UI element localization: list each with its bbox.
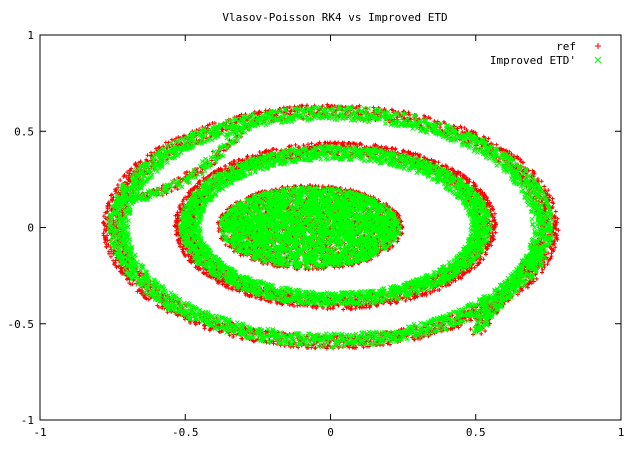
series-1 (106, 104, 555, 350)
axis-ticks: -1 -0.5 0 0.5 1 -1 -0.5 0 0.5 1 (8, 29, 625, 439)
x-tick-label: -0.5 (172, 426, 199, 439)
x-tick-label: 0.5 (466, 426, 486, 439)
chart-title: Vlasov-Poisson RK4 vs Improved ETD (222, 11, 447, 24)
y-tick-label: 0 (27, 222, 34, 235)
y-tick-label: -0.5 (8, 318, 35, 331)
y-tick-label: 0.5 (14, 125, 34, 138)
y-tick-label: -1 (21, 414, 34, 427)
legend-marker-0 (595, 43, 601, 49)
plot-area (101, 102, 561, 351)
legend: ref Improved ETD' (490, 40, 602, 67)
x-tick-label: 1 (618, 426, 625, 439)
y-tick-label: 1 (27, 29, 34, 42)
series-points-1 (106, 104, 555, 350)
x-tick-label: -1 (33, 426, 46, 439)
legend-markers (594, 43, 602, 64)
x-tick-label: 0 (327, 426, 334, 439)
legend-label-ref: ref (556, 40, 576, 53)
legend-label-improved-etd: Improved ETD' (490, 54, 576, 67)
legend-marker-1 (594, 56, 602, 64)
